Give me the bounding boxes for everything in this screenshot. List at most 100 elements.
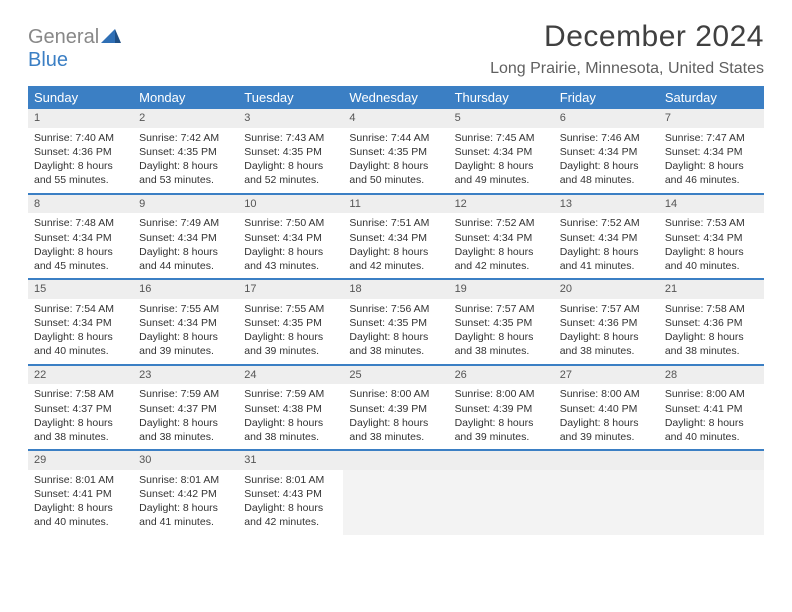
calendar-grid: Sunday Monday Tuesday Wednesday Thursday… bbox=[28, 86, 764, 535]
day-number: 18 bbox=[343, 280, 448, 299]
sunrise: Sunrise: 7:50 AM bbox=[244, 216, 337, 230]
day-cell: 1Sunrise: 7:40 AMSunset: 4:36 PMDaylight… bbox=[28, 109, 133, 193]
day-cell: 9Sunrise: 7:49 AMSunset: 4:34 PMDaylight… bbox=[133, 195, 238, 279]
sunset: Sunset: 4:34 PM bbox=[455, 231, 548, 245]
week-row: 1Sunrise: 7:40 AMSunset: 4:36 PMDaylight… bbox=[28, 109, 764, 193]
day-number: 26 bbox=[449, 366, 554, 385]
day-cell: 5Sunrise: 7:45 AMSunset: 4:34 PMDaylight… bbox=[449, 109, 554, 193]
daylight: Daylight: 8 hours and 42 minutes. bbox=[455, 245, 548, 273]
day-number: 4 bbox=[343, 109, 448, 128]
day-number: 13 bbox=[554, 195, 659, 214]
daylight: Daylight: 8 hours and 48 minutes. bbox=[560, 159, 653, 187]
day-cell: 8Sunrise: 7:48 AMSunset: 4:34 PMDaylight… bbox=[28, 195, 133, 279]
day-number: 9 bbox=[133, 195, 238, 214]
day-header-wed: Wednesday bbox=[343, 86, 448, 109]
day-number: 6 bbox=[554, 109, 659, 128]
daylight: Daylight: 8 hours and 42 minutes. bbox=[349, 245, 442, 273]
sunrise: Sunrise: 7:55 AM bbox=[139, 302, 232, 316]
sunrise: Sunrise: 7:49 AM bbox=[139, 216, 232, 230]
sunrise: Sunrise: 7:57 AM bbox=[560, 302, 653, 316]
day-cell: 18Sunrise: 7:56 AMSunset: 4:35 PMDayligh… bbox=[343, 280, 448, 364]
sunrise: Sunrise: 7:59 AM bbox=[139, 387, 232, 401]
day-header-row: Sunday Monday Tuesday Wednesday Thursday… bbox=[28, 86, 764, 109]
day-body: Sunrise: 7:47 AMSunset: 4:34 PMDaylight:… bbox=[659, 128, 764, 193]
day-cell bbox=[343, 451, 448, 535]
daylight: Daylight: 8 hours and 38 minutes. bbox=[349, 330, 442, 358]
daylight: Daylight: 8 hours and 39 minutes. bbox=[244, 330, 337, 358]
day-cell: 30Sunrise: 8:01 AMSunset: 4:42 PMDayligh… bbox=[133, 451, 238, 535]
daylight: Daylight: 8 hours and 38 minutes. bbox=[349, 416, 442, 444]
day-cell: 4Sunrise: 7:44 AMSunset: 4:35 PMDaylight… bbox=[343, 109, 448, 193]
daylight: Daylight: 8 hours and 50 minutes. bbox=[349, 159, 442, 187]
day-header-thu: Thursday bbox=[449, 86, 554, 109]
sunrise: Sunrise: 8:01 AM bbox=[244, 473, 337, 487]
daylight: Daylight: 8 hours and 39 minutes. bbox=[560, 416, 653, 444]
day-body: Sunrise: 7:48 AMSunset: 4:34 PMDaylight:… bbox=[28, 213, 133, 278]
day-body: Sunrise: 7:44 AMSunset: 4:35 PMDaylight:… bbox=[343, 128, 448, 193]
daylight: Daylight: 8 hours and 39 minutes. bbox=[139, 330, 232, 358]
sunrise: Sunrise: 8:00 AM bbox=[560, 387, 653, 401]
day-cell bbox=[659, 451, 764, 535]
sunrise: Sunrise: 7:47 AM bbox=[665, 131, 758, 145]
daylight: Daylight: 8 hours and 49 minutes. bbox=[455, 159, 548, 187]
day-number: 21 bbox=[659, 280, 764, 299]
sunset: Sunset: 4:36 PM bbox=[665, 316, 758, 330]
day-number: 20 bbox=[554, 280, 659, 299]
sunset: Sunset: 4:40 PM bbox=[560, 402, 653, 416]
day-number: 11 bbox=[343, 195, 448, 214]
logo-text: General Blue bbox=[28, 26, 121, 72]
sunset: Sunset: 4:34 PM bbox=[34, 231, 127, 245]
day-body: Sunrise: 7:51 AMSunset: 4:34 PMDaylight:… bbox=[343, 213, 448, 278]
day-body: Sunrise: 8:00 AMSunset: 4:40 PMDaylight:… bbox=[554, 384, 659, 449]
daylight: Daylight: 8 hours and 40 minutes. bbox=[34, 501, 127, 529]
daylight: Daylight: 8 hours and 38 minutes. bbox=[244, 416, 337, 444]
day-body: Sunrise: 7:58 AMSunset: 4:36 PMDaylight:… bbox=[659, 299, 764, 364]
day-cell: 6Sunrise: 7:46 AMSunset: 4:34 PMDaylight… bbox=[554, 109, 659, 193]
day-body: Sunrise: 7:55 AMSunset: 4:34 PMDaylight:… bbox=[133, 299, 238, 364]
day-number: 24 bbox=[238, 366, 343, 385]
day-cell: 10Sunrise: 7:50 AMSunset: 4:34 PMDayligh… bbox=[238, 195, 343, 279]
day-body: Sunrise: 8:01 AMSunset: 4:41 PMDaylight:… bbox=[28, 470, 133, 535]
day-cell: 29Sunrise: 8:01 AMSunset: 4:41 PMDayligh… bbox=[28, 451, 133, 535]
sunset: Sunset: 4:41 PM bbox=[34, 487, 127, 501]
sunset: Sunset: 4:34 PM bbox=[560, 231, 653, 245]
day-body: Sunrise: 7:57 AMSunset: 4:36 PMDaylight:… bbox=[554, 299, 659, 364]
day-cell: 13Sunrise: 7:52 AMSunset: 4:34 PMDayligh… bbox=[554, 195, 659, 279]
daylight: Daylight: 8 hours and 45 minutes. bbox=[34, 245, 127, 273]
day-cell: 17Sunrise: 7:55 AMSunset: 4:35 PMDayligh… bbox=[238, 280, 343, 364]
day-body: Sunrise: 8:00 AMSunset: 4:41 PMDaylight:… bbox=[659, 384, 764, 449]
day-number: 17 bbox=[238, 280, 343, 299]
sunrise: Sunrise: 7:51 AM bbox=[349, 216, 442, 230]
day-body: Sunrise: 7:49 AMSunset: 4:34 PMDaylight:… bbox=[133, 213, 238, 278]
week-row: 22Sunrise: 7:58 AMSunset: 4:37 PMDayligh… bbox=[28, 364, 764, 450]
day-number-empty bbox=[554, 451, 659, 470]
sunrise: Sunrise: 7:56 AM bbox=[349, 302, 442, 316]
day-body: Sunrise: 7:42 AMSunset: 4:35 PMDaylight:… bbox=[133, 128, 238, 193]
week-row: 8Sunrise: 7:48 AMSunset: 4:34 PMDaylight… bbox=[28, 193, 764, 279]
sunrise: Sunrise: 7:57 AM bbox=[455, 302, 548, 316]
sunset: Sunset: 4:36 PM bbox=[560, 316, 653, 330]
sunset: Sunset: 4:34 PM bbox=[665, 231, 758, 245]
sunrise: Sunrise: 7:43 AM bbox=[244, 131, 337, 145]
day-cell: 15Sunrise: 7:54 AMSunset: 4:34 PMDayligh… bbox=[28, 280, 133, 364]
day-cell: 19Sunrise: 7:57 AMSunset: 4:35 PMDayligh… bbox=[449, 280, 554, 364]
day-cell: 11Sunrise: 7:51 AMSunset: 4:34 PMDayligh… bbox=[343, 195, 448, 279]
day-cell: 12Sunrise: 7:52 AMSunset: 4:34 PMDayligh… bbox=[449, 195, 554, 279]
day-cell: 20Sunrise: 7:57 AMSunset: 4:36 PMDayligh… bbox=[554, 280, 659, 364]
sunset: Sunset: 4:39 PM bbox=[455, 402, 548, 416]
day-number-empty bbox=[449, 451, 554, 470]
day-body: Sunrise: 7:59 AMSunset: 4:37 PMDaylight:… bbox=[133, 384, 238, 449]
logo: General Blue bbox=[28, 20, 121, 72]
day-cell bbox=[554, 451, 659, 535]
sunset: Sunset: 4:37 PM bbox=[34, 402, 127, 416]
daylight: Daylight: 8 hours and 55 minutes. bbox=[34, 159, 127, 187]
day-body: Sunrise: 7:40 AMSunset: 4:36 PMDaylight:… bbox=[28, 128, 133, 193]
daylight: Daylight: 8 hours and 39 minutes. bbox=[455, 416, 548, 444]
day-header-sun: Sunday bbox=[28, 86, 133, 109]
day-body: Sunrise: 7:52 AMSunset: 4:34 PMDaylight:… bbox=[449, 213, 554, 278]
daylight: Daylight: 8 hours and 52 minutes. bbox=[244, 159, 337, 187]
day-number: 31 bbox=[238, 451, 343, 470]
sunset: Sunset: 4:34 PM bbox=[34, 316, 127, 330]
sunset: Sunset: 4:35 PM bbox=[244, 145, 337, 159]
daylight: Daylight: 8 hours and 46 minutes. bbox=[665, 159, 758, 187]
